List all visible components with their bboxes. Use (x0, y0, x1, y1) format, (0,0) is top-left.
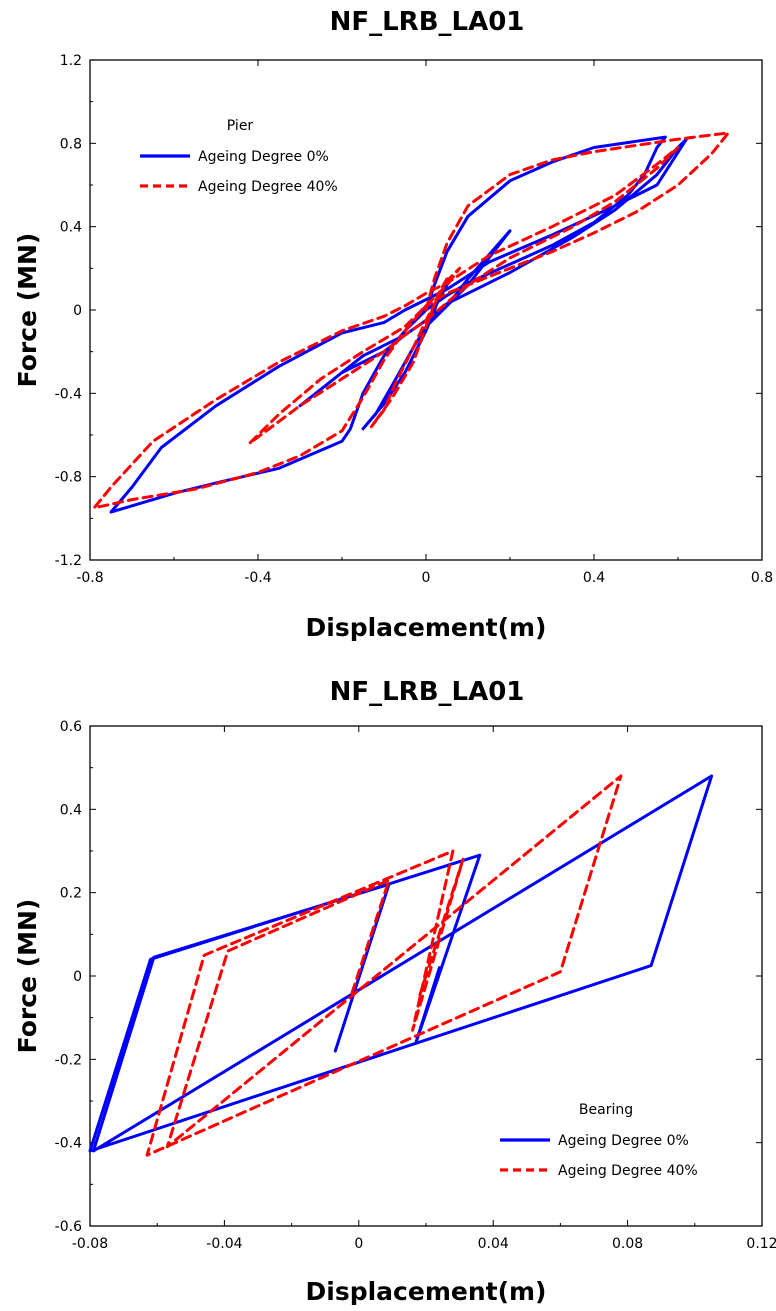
x-tick-label: -0.8 (76, 570, 103, 586)
x-axis-label: Displacement(m) (306, 613, 547, 642)
series-layer (88, 774, 714, 1157)
x-tick-label: 0 (354, 1236, 363, 1252)
legend-label-series-1: Ageing Degree 0% (198, 149, 329, 165)
axis-ticks: -0.08 -0.04 0 0.04 0.08 0.12 -0.6 -0.4 -0.2 0 0.2 0… (55, 719, 776, 1252)
y-tick-label: -0.8 (55, 470, 82, 486)
x-tick-label: 0.8 (751, 570, 773, 586)
chart-pier: NF_LRB_LA01 -0.8 -0.4 0 0.4 0.8-1.2-0.8-0.40… (13, 7, 773, 642)
x-tick-label: -0.4 (244, 570, 271, 586)
y-tick-label: 0.4 (60, 220, 82, 236)
series-layer (92, 131, 730, 514)
y-tick-label: -1.2 (55, 553, 82, 569)
y-tick-label: -0.2 (55, 1052, 82, 1068)
legend: Bearing Ageing Degree 0% Ageing Degree 4… (500, 1102, 698, 1179)
chart-title: NF_LRB_LA01 (330, 7, 525, 37)
y-tick-label: 0.2 (60, 886, 82, 902)
x-tick-label: -0.04 (206, 1236, 242, 1252)
y-tick-label: -0.4 (55, 1136, 82, 1152)
x-tick-label: 0.04 (478, 1236, 509, 1252)
legend-label-series-1: Ageing Degree 0% (558, 1133, 689, 1149)
legend-title: Pier (227, 118, 254, 134)
y-tick-label: 0 (73, 303, 82, 319)
x-axis-label: Displacement(m) (306, 1277, 547, 1306)
y-axis-label: Force (MN) (13, 899, 42, 1054)
legend-label-series-2: Ageing Degree 40% (198, 179, 338, 195)
y-tick-label: 0 (73, 969, 82, 985)
legend-label-series-2: Ageing Degree 40% (558, 1163, 698, 1179)
axis-ticks: -0.8 -0.4 0 0.4 0.8-1.2-0.8-0.400.40.81.2 (55, 53, 773, 586)
y-tick-label: -0.6 (55, 1219, 82, 1235)
y-tick-label: 1.2 (60, 53, 82, 69)
y-tick-label: 0.4 (60, 802, 82, 818)
chart-bearing: NF_LRB_LA01 -0.08 -0.04 0 0.04 0.08 0.12-0.6-… (13, 677, 776, 1306)
y-tick-label: 0.6 (60, 719, 82, 735)
series-line-1 (88, 774, 714, 1153)
y-tick-label: 0.8 (60, 136, 82, 152)
series-line-2 (92, 131, 730, 510)
x-tick-label: -0.08 (72, 1236, 108, 1252)
x-tick-label: 0.08 (612, 1236, 643, 1252)
legend-title: Bearing (579, 1102, 633, 1118)
y-tick-label: -0.4 (55, 386, 82, 402)
series-line-1 (109, 135, 688, 514)
x-tick-label: 0.12 (746, 1236, 776, 1252)
legend: Pier Ageing Degree 0% Ageing Degree 40% (140, 118, 338, 195)
x-tick-label: 0.4 (583, 570, 605, 586)
series-line-2 (145, 774, 623, 1157)
y-axis-label: Force (MN) (13, 233, 42, 388)
x-tick-label: 0 (422, 570, 431, 586)
chart-title: NF_LRB_LA01 (330, 677, 525, 707)
